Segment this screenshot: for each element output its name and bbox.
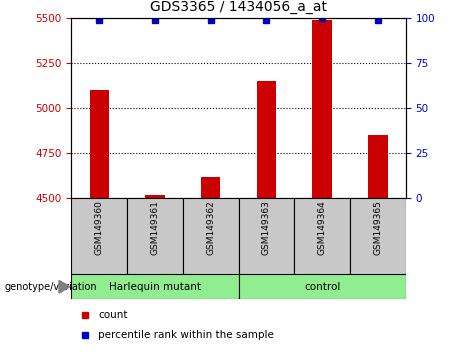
Bar [350,198,406,274]
Bar [313,19,332,198]
Bar [145,195,165,198]
Text: GSM149365: GSM149365 [373,200,382,255]
Bar [294,198,350,274]
Text: count: count [98,310,128,320]
Title: GDS3365 / 1434056_a_at: GDS3365 / 1434056_a_at [150,0,327,14]
Bar [368,135,388,198]
Bar [238,198,294,274]
Bar [238,274,406,299]
Text: GSM149361: GSM149361 [150,200,160,255]
Bar [201,177,220,198]
Bar [89,90,109,198]
Bar [127,198,183,274]
Bar [71,198,127,274]
Text: control: control [304,282,340,292]
Text: GSM149360: GSM149360 [95,200,104,255]
Text: percentile rank within the sample: percentile rank within the sample [98,330,274,339]
Text: genotype/variation: genotype/variation [5,282,97,292]
Bar [257,81,276,198]
Polygon shape [59,280,70,293]
Text: Harlequin mutant: Harlequin mutant [109,282,201,292]
Bar [71,274,239,299]
Bar [183,198,238,274]
Text: GSM149363: GSM149363 [262,200,271,255]
Text: GSM149362: GSM149362 [206,200,215,255]
Text: GSM149364: GSM149364 [318,200,327,255]
